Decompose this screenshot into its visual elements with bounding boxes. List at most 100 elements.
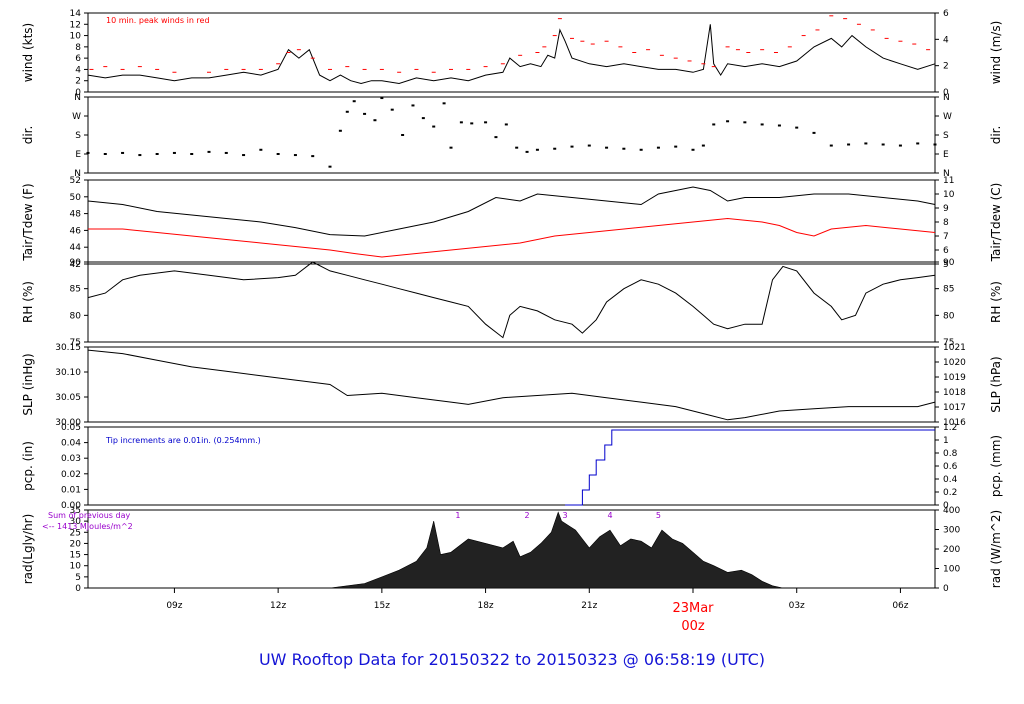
right-tick-label: N — [943, 169, 950, 179]
right-tick-label: 0.8 — [943, 449, 958, 459]
y-axis-label-right: RH (%) — [989, 281, 1003, 323]
left-tick-label: 90 — [70, 258, 82, 268]
direction-point — [933, 143, 937, 146]
left-tick-label: 25 — [70, 528, 81, 538]
left-tick-label: 85 — [70, 285, 81, 295]
right-tick-label: 75 — [943, 338, 954, 348]
left-tick-label: 30.10 — [55, 368, 81, 378]
right-tick-label: 80 — [943, 311, 955, 321]
right-tick-label: 85 — [943, 285, 954, 295]
direction-point — [421, 117, 425, 120]
right-tick-label: 8 — [943, 218, 949, 228]
left-tick-label: 15 — [70, 551, 81, 561]
series-line — [87, 261, 936, 339]
direction-point — [760, 123, 764, 126]
direction-point — [898, 144, 902, 147]
right-tick-label: 6 — [943, 246, 949, 256]
direction-point — [605, 146, 609, 149]
direction-point — [587, 144, 591, 147]
direction-point — [712, 123, 716, 126]
direction-point — [190, 153, 194, 155]
y-axis-label-left: RH (%) — [21, 281, 35, 323]
right-tick-label: 300 — [943, 526, 960, 536]
y-axis-label-right: wind (m/s) — [989, 21, 1003, 85]
left-tick-label: W — [72, 112, 81, 122]
right-tick-label: 90 — [943, 258, 955, 268]
direction-point — [553, 147, 557, 150]
right-tick-label: 11 — [943, 176, 954, 186]
left-tick-label: S — [75, 131, 81, 141]
direction-point — [155, 153, 159, 155]
left-tick-label: 52 — [70, 176, 81, 186]
direction-point — [881, 143, 885, 146]
right-tick-label: E — [943, 150, 949, 160]
left-tick-label: 6 — [75, 54, 81, 64]
left-tick-label: 10 — [70, 32, 82, 42]
panel-frame — [87, 179, 936, 265]
footer-title: UW Rooftop Data for 20150322 to 20150323… — [258, 650, 766, 669]
series-line — [87, 24, 936, 85]
direction-point — [535, 148, 539, 151]
left-tick-label: 0.05 — [61, 423, 81, 433]
direction-point — [411, 104, 415, 107]
left-tick-label: 44 — [70, 243, 82, 253]
right-tick-label: 1019 — [943, 373, 966, 383]
direction-point — [504, 123, 508, 126]
left-tick-label: 35 — [70, 506, 81, 516]
hour-marker: 3 — [563, 511, 568, 520]
right-tick-label: 0 — [943, 584, 949, 594]
direction-point — [812, 131, 816, 134]
direction-point — [311, 155, 315, 158]
y-axis-label-left: Tair/Tdew (F) — [21, 183, 35, 261]
direction-point — [373, 119, 377, 122]
right-tick-label: S — [943, 131, 949, 141]
right-tick-label: 0.6 — [943, 462, 958, 472]
x-day-label: 23Mar — [672, 601, 714, 616]
tip-increment-note: Tip increments are 0.01in. (0.254mm.) — [105, 436, 261, 445]
direction-point — [276, 153, 280, 155]
direction-point — [726, 120, 730, 123]
right-tick-label: 400 — [943, 506, 960, 516]
left-tick-label: 75 — [70, 338, 81, 348]
right-tick-label: 5 — [943, 260, 949, 270]
hour-marker: 1 — [455, 511, 460, 520]
direction-point — [449, 146, 453, 149]
direction-point — [103, 153, 107, 155]
right-tick-label: 1.2 — [943, 423, 957, 433]
hour-marker: 4 — [607, 511, 612, 520]
direction-point — [345, 110, 349, 113]
direction-point — [916, 142, 920, 145]
right-tick-label: N — [943, 93, 950, 103]
left-tick-label: 0 — [75, 88, 81, 98]
left-tick-label: 42 — [70, 260, 81, 270]
x-tick-label: 18z — [477, 601, 493, 611]
direction-point — [691, 148, 695, 151]
direction-point — [207, 150, 211, 153]
left-tick-label: 5 — [75, 573, 81, 583]
panel-frame — [87, 96, 936, 174]
direction-point — [121, 151, 125, 154]
left-tick-label: 30.15 — [55, 343, 81, 353]
direction-point — [259, 148, 263, 151]
direction-point — [432, 125, 436, 128]
left-tick-label: 50 — [70, 193, 82, 203]
series-line — [87, 186, 936, 237]
right-tick-label: 1 — [943, 436, 949, 446]
direction-point — [777, 124, 781, 127]
direction-point — [656, 146, 660, 149]
left-tick-label: 48 — [70, 210, 82, 220]
right-tick-label: 1018 — [943, 388, 966, 398]
direction-point — [224, 151, 228, 154]
y-axis-label-right: dir. — [989, 126, 1003, 145]
left-tick-label: 0.01 — [61, 485, 81, 495]
radiation-area — [329, 511, 783, 589]
direction-point — [515, 146, 519, 149]
hour-marker: 5 — [656, 511, 661, 520]
x-tick-label: 21z — [581, 601, 597, 611]
series-line — [88, 217, 936, 258]
left-tick-label: N — [74, 169, 81, 179]
direction-point — [442, 102, 446, 105]
right-tick-label: 100 — [943, 565, 960, 575]
left-tick-label: 80 — [70, 311, 82, 321]
